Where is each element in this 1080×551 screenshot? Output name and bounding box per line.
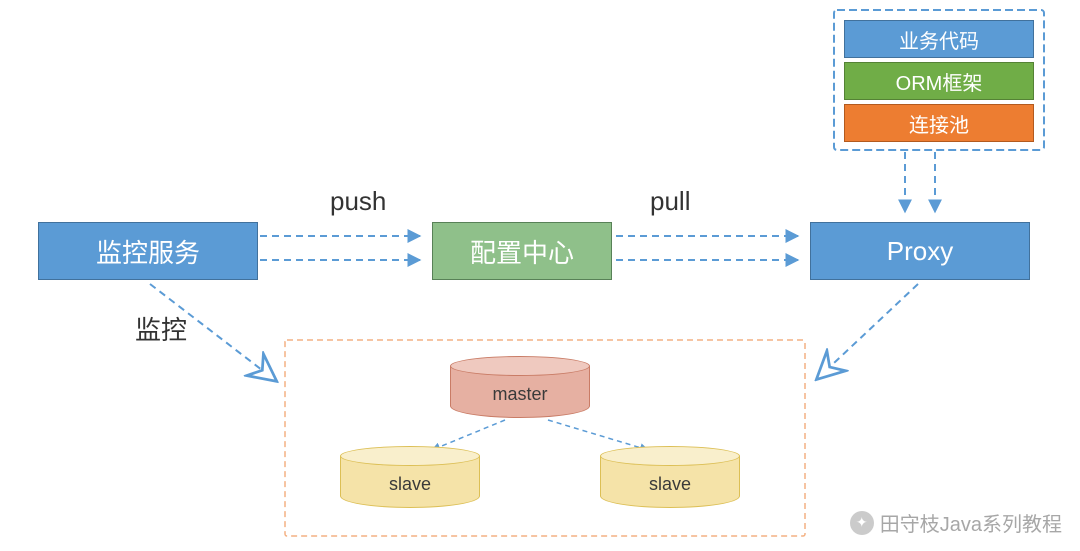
stack-item-orm: ORM框架 xyxy=(844,62,1034,100)
proxy-node: Proxy xyxy=(810,222,1030,280)
slave1-db: slave xyxy=(340,446,480,508)
push-label: push xyxy=(330,186,386,217)
slave1-label: slave xyxy=(340,474,480,495)
config-center-node: 配置中心 xyxy=(432,222,612,280)
monitor-label: 监控服务 xyxy=(96,233,200,270)
config-label: 配置中心 xyxy=(470,233,574,270)
stack-item-pool: 连接池 xyxy=(844,104,1034,142)
proxy-label: Proxy xyxy=(887,236,953,267)
slave2-db: slave xyxy=(600,446,740,508)
stack-orm-label: ORM框架 xyxy=(896,67,983,96)
master-label: master xyxy=(450,384,590,405)
monitor-service-node: 监控服务 xyxy=(38,222,258,280)
stack-pool-label: 连接池 xyxy=(909,109,969,138)
master-db: master xyxy=(450,356,590,418)
stack-item-biz: 业务代码 xyxy=(844,20,1034,58)
watermark: ✦ 田守枝Java系列教程 xyxy=(850,508,1062,537)
stack-biz-label: 业务代码 xyxy=(899,25,979,54)
pull-label: pull xyxy=(650,186,690,217)
wechat-icon: ✦ xyxy=(850,511,874,535)
slave2-label: slave xyxy=(600,474,740,495)
monitor-arrow-label: 监控 xyxy=(135,310,187,347)
edge-proxy-db xyxy=(818,284,918,378)
watermark-text: 田守枝Java系列教程 xyxy=(880,508,1062,537)
